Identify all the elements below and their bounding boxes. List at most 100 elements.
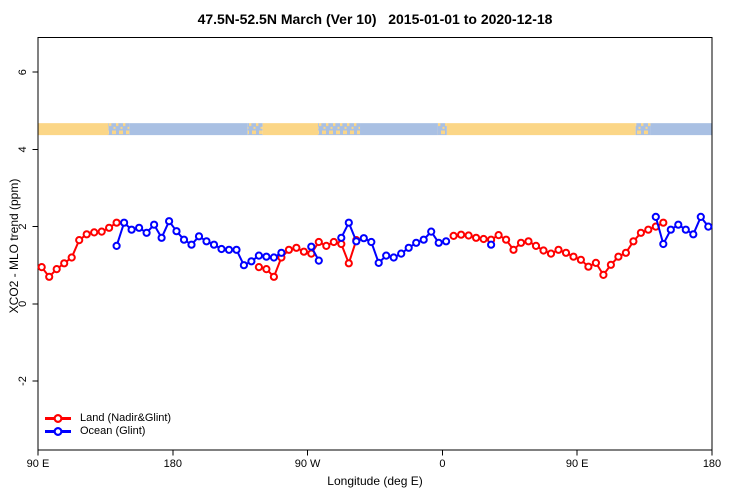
data-point <box>97 227 106 236</box>
data-point <box>90 228 99 237</box>
data-point <box>554 245 563 254</box>
data-point <box>659 218 668 227</box>
series-land <box>37 218 668 281</box>
legend-item-land: Land (Nadir&Glint) <box>44 412 171 425</box>
data-point <box>150 220 159 229</box>
data-point <box>704 222 713 231</box>
data-point <box>509 245 518 254</box>
data-point <box>636 228 646 237</box>
legend: Land (Nadir&Glint) Ocean (Glint) <box>44 412 171 438</box>
plot-border <box>37 37 713 451</box>
data-point <box>367 237 376 247</box>
legend-item-ocean: Ocean (Glint) <box>44 425 171 438</box>
data-point <box>644 225 653 234</box>
band-segment-mixed <box>635 123 651 136</box>
data-point <box>224 245 234 254</box>
data-point <box>292 243 301 252</box>
x-tick-label: 90 W <box>295 458 321 470</box>
series-ocean <box>112 212 713 270</box>
data-point <box>172 227 181 236</box>
data-point <box>254 251 263 260</box>
data-point <box>524 237 533 246</box>
data-point <box>404 243 413 252</box>
band-segment-land <box>38 123 109 136</box>
data-point <box>142 228 151 237</box>
data-point <box>397 249 406 258</box>
data-point <box>412 238 421 247</box>
x-axis-ticks: 90 E 180 90 W 0 90 E 180 <box>27 450 721 470</box>
x-tick-label: 90 E <box>566 458 589 470</box>
data-point <box>269 272 278 281</box>
data-point <box>591 258 601 267</box>
data-point <box>374 258 383 267</box>
y-tick-label: 4 <box>17 146 29 152</box>
data-point <box>37 263 46 272</box>
data-point <box>689 230 698 239</box>
data-point <box>584 262 593 271</box>
data-point <box>112 241 121 250</box>
data-point <box>352 237 361 246</box>
data-point <box>45 272 54 281</box>
data-point <box>427 227 436 236</box>
data-point <box>561 248 571 257</box>
band-segment-ocean <box>129 123 248 136</box>
band-segment-land <box>262 123 319 136</box>
data-point <box>337 233 346 242</box>
data-point <box>539 246 548 255</box>
data-point <box>681 225 690 234</box>
data-point <box>239 261 248 270</box>
data-point <box>329 237 338 247</box>
band-segment-ocean <box>360 123 438 136</box>
data-point <box>112 218 121 227</box>
y-tick-label: 6 <box>17 69 29 75</box>
x-tick-label: 0 <box>439 458 445 470</box>
data-point <box>359 234 368 243</box>
chart-title: 47.5N-52.5N March (Ver 10) 2015-01-01 to… <box>197 11 553 27</box>
data-point <box>82 230 91 239</box>
data-point <box>389 253 398 262</box>
data-point <box>614 252 623 261</box>
data-point <box>157 233 166 242</box>
data-point <box>502 235 511 244</box>
data-point <box>434 238 443 247</box>
data-point <box>307 242 316 251</box>
legend-label-ocean: Ocean (Glint) <box>80 425 146 437</box>
data-point <box>269 253 278 262</box>
data-point <box>314 237 323 247</box>
data-point <box>569 252 578 261</box>
band-segment-mixed <box>108 123 130 136</box>
legend-ocean-marker-icon <box>45 426 71 437</box>
y-tick-label: 2 <box>17 224 29 230</box>
data-point <box>127 225 136 234</box>
band-segment-mixed <box>318 123 361 136</box>
data-point <box>179 235 189 244</box>
data-point <box>546 249 556 258</box>
data-point <box>299 247 308 256</box>
surface-type-band <box>38 123 712 136</box>
data-point <box>232 245 241 254</box>
data-point <box>666 225 675 234</box>
data-point <box>322 241 331 250</box>
data-point <box>254 263 263 272</box>
x-tick-label: 90 E <box>27 458 50 470</box>
data-point <box>629 237 638 246</box>
data-point <box>314 256 323 265</box>
data-point <box>531 241 541 250</box>
data-point <box>60 259 69 268</box>
data-point <box>696 212 705 221</box>
band-segment-land <box>446 123 636 136</box>
data-point <box>659 239 668 249</box>
legend-label-land: Land (Nadir&Glint) <box>80 412 172 424</box>
data-point <box>165 217 174 226</box>
data-point <box>187 240 196 249</box>
y-tick-label: -2 <box>17 376 29 386</box>
data-point <box>606 260 616 269</box>
y-axis-label: XCO2 - MLO trend (ppm) <box>7 178 21 314</box>
data-point <box>576 255 586 264</box>
data-point <box>344 218 353 227</box>
data-point <box>516 238 526 247</box>
data-point <box>494 231 503 240</box>
x-axis-label: Longitude (deg E) <box>327 474 423 488</box>
